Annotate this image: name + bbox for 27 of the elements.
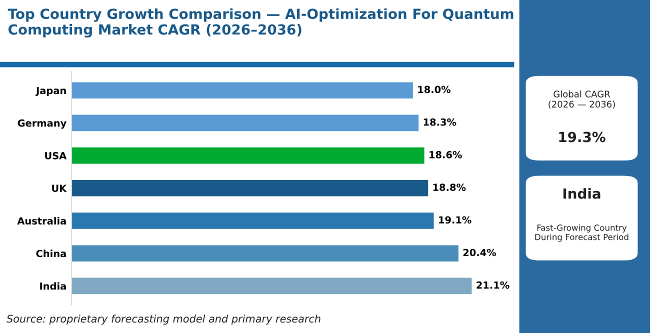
y-tick-label: Germany	[18, 119, 66, 129]
bar	[72, 278, 472, 294]
data-label: 18.6%	[430, 151, 462, 158]
y-tick-label: Australia	[17, 217, 66, 225]
text: India	[563, 188, 600, 199]
text: Global CAGR (2026 — 2036)	[548, 90, 615, 109]
data-label: 18.0%	[418, 86, 451, 94]
data-label: 19.1%	[439, 216, 472, 224]
y-tick-label: UK	[52, 184, 67, 192]
y-tick-label: China	[36, 250, 66, 258]
data-label: 20.4%	[463, 248, 496, 256]
text: 19.3%	[559, 132, 606, 142]
source-note: Source: proprietary forecasting model and primary research	[6, 314, 320, 325]
data-label: 21.1%	[476, 281, 510, 289]
y-tick-label: Japan	[35, 86, 66, 96]
data-label: 18.3%	[424, 118, 456, 126]
bar	[72, 82, 413, 98]
bar	[72, 147, 424, 164]
y-tick-label: India	[40, 282, 66, 290]
chart-title: Top Country Growth Comparison — AI-Optimization For Quantum Computing Market CAGR (2026–2036)	[8, 8, 514, 38]
text: Fast-Growing Country During Forecast Period	[535, 224, 628, 242]
bar	[72, 245, 458, 262]
y-tick-label: USA	[45, 152, 67, 160]
data-label: 18.8%	[433, 184, 466, 191]
bar	[72, 114, 419, 132]
bar	[72, 212, 434, 229]
bar	[72, 180, 428, 196]
